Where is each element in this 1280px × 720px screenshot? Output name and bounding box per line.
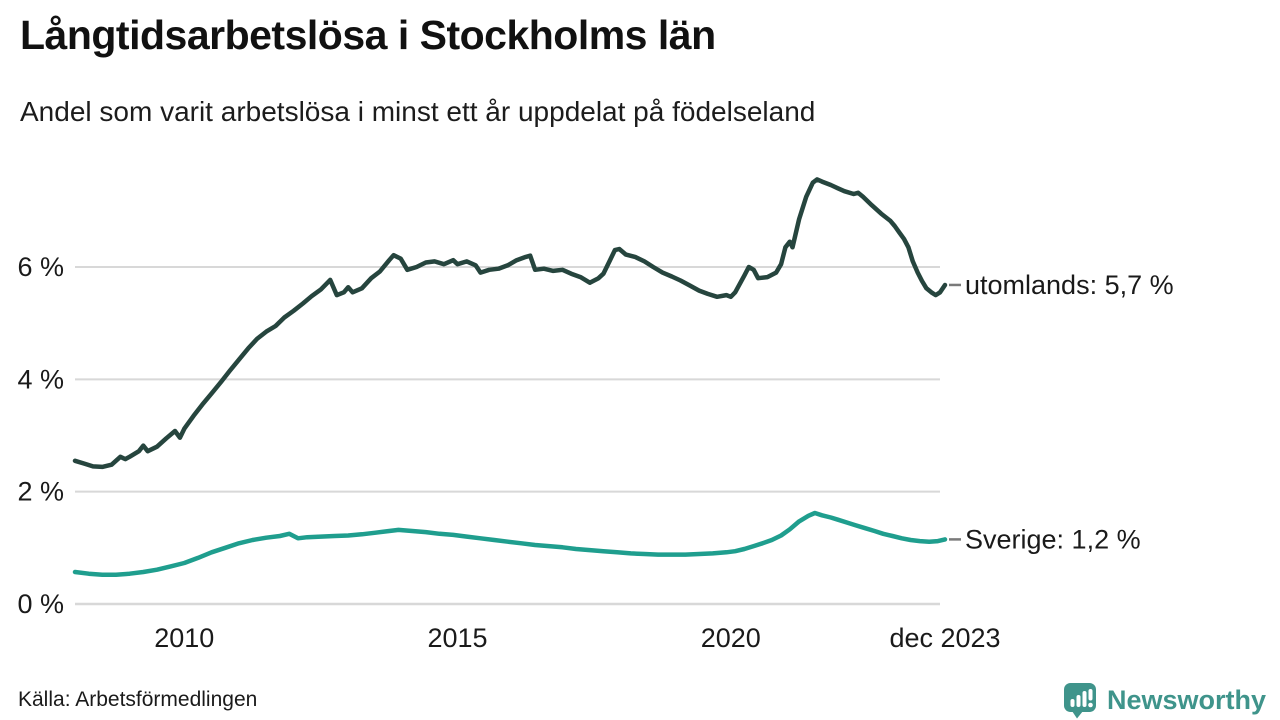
y-axis-tick-label: 2 % bbox=[17, 477, 64, 507]
x-axis-tick-label: 2015 bbox=[427, 623, 487, 653]
newsworthy-wordmark: Newsworthy bbox=[1106, 685, 1266, 715]
newsworthy-bubble-chart-icon bbox=[1063, 682, 1098, 719]
legend-label-Sverige: Sverige: 1,2 % bbox=[965, 524, 1141, 554]
page-title: Långtidsarbetslösa i Stockholms län bbox=[20, 12, 716, 58]
series-line-utomlands bbox=[72, 177, 948, 470]
y-axis-tick-label: 4 % bbox=[17, 364, 64, 394]
series-line-Sverige bbox=[72, 510, 948, 578]
y-axis-tick-label: 0 % bbox=[17, 589, 64, 619]
page-subtitle: Andel som varit arbetslösa i minst ett å… bbox=[20, 96, 816, 127]
line-chart-canvas: 0 % 2 % 4 % 6 % 2010 2015 2020 dec 2023 utomland… bbox=[17, 177, 1174, 653]
line-chart: 0 % 2 % 4 % 6 % 2010 2015 2020 dec 2023 utomland… bbox=[0, 150, 1280, 670]
source-note: Källa: Arbetsförmedlingen bbox=[18, 688, 258, 711]
x-axis-tick-label: 2010 bbox=[154, 623, 214, 653]
x-axis-tick-label: dec 2023 bbox=[889, 623, 1000, 653]
y-axis-tick-label: 6 % bbox=[17, 252, 64, 282]
legend-label-utomlands: utomlands: 5,7 % bbox=[965, 270, 1174, 300]
newsworthy-logo[interactable]: Newsworthy bbox=[1063, 682, 1266, 719]
x-axis-tick-label: 2020 bbox=[701, 623, 761, 653]
